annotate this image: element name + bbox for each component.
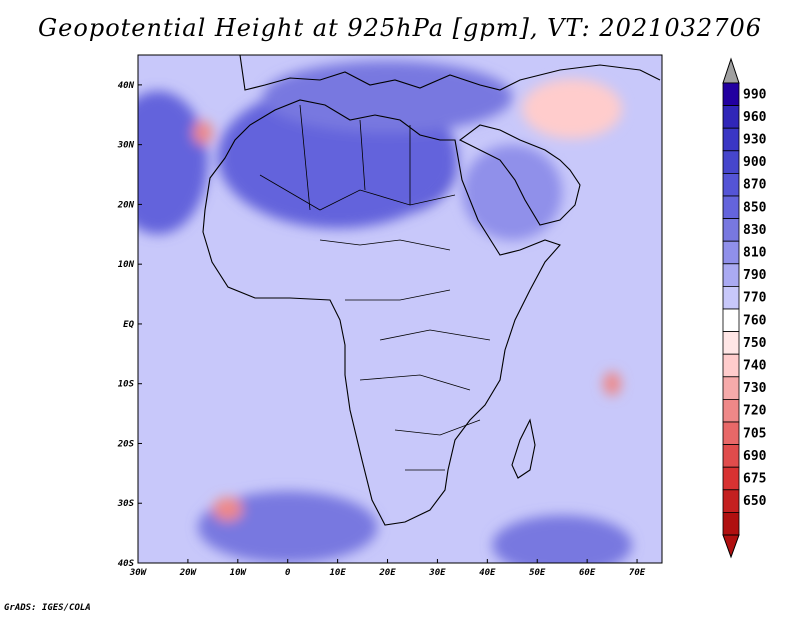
colorbar-label: 730: [743, 381, 767, 396]
coastlines: [202, 55, 661, 526]
map-area: [138, 55, 662, 563]
x-tick-label: 20W: [179, 568, 198, 578]
y-tick-label: EQ: [123, 320, 134, 330]
colorbar-swatch: [722, 398, 740, 423]
colorbar-swatch: [722, 331, 740, 355]
iran-low: [522, 78, 623, 139]
south-atlantic-low: [212, 497, 243, 522]
x-tick-label: 60E: [579, 568, 596, 578]
x-tick-label: 10E: [329, 568, 346, 578]
colorbar-swatch: [722, 263, 740, 287]
colorbar: 990 960 930 900 870 850 830 810 790 770 760 750 740 7…: [722, 57, 767, 559]
y-tick-label: 30S: [117, 499, 135, 509]
colorbar-swatch: [722, 353, 740, 378]
colorbar-label: 770: [743, 291, 767, 306]
arabia-coastline: [458, 124, 581, 226]
grads-credit: GrADS: IGES/COLA: [4, 603, 91, 613]
x-tick-label: 30E: [428, 568, 446, 578]
colorbar-swatch: [722, 512, 740, 536]
colorbar-swatch: [722, 218, 740, 242]
colorbar-swatch: [722, 285, 740, 310]
indian-ocean-low: [603, 371, 622, 396]
colorbar-label: 790: [743, 268, 767, 283]
colorbar-swatch: [722, 172, 740, 197]
x-tick-label: 0: [285, 568, 291, 578]
africa-coastline: [202, 99, 561, 526]
colorbar-label: 740: [743, 359, 767, 374]
x-tick-label: 10W: [230, 568, 248, 578]
colorbar-label: 850: [743, 200, 767, 215]
colorbar-swatch: [722, 105, 740, 129]
colorbar-swatch: [722, 82, 740, 107]
colorbar-swatch: [722, 421, 740, 446]
colorbar-swatch: [722, 376, 740, 400]
colorbar-label: 930: [743, 133, 767, 148]
y-tick-label: 20S: [117, 439, 135, 449]
canary-low: [192, 120, 213, 145]
x-tick-label: 50E: [529, 568, 546, 578]
europe-coastline: [239, 55, 661, 91]
x-tick-label: 70E: [629, 568, 646, 578]
atlantic-west: [138, 90, 208, 235]
colorbar-swatch: [722, 150, 740, 174]
mediterranean: [262, 60, 513, 133]
colorbar-label: 650: [743, 494, 767, 509]
x-tick-label: 30W: [129, 568, 148, 578]
y-tick-label: 20N: [117, 200, 135, 210]
south-indian-high: [492, 515, 633, 563]
madagascar-coastline: [511, 418, 536, 479]
colorbar-label: 675: [743, 472, 766, 487]
colorbar-label: 870: [743, 178, 767, 193]
y-tick-label: 40N: [118, 81, 135, 91]
colorbar-label: 900: [743, 155, 767, 170]
colorbar-swatch: [722, 195, 740, 220]
colorbar-label: 760: [743, 313, 767, 328]
colorbar-swatch: [722, 466, 740, 491]
colorbar-label: 705: [743, 426, 766, 441]
x-axis: 30W 20W 10W 0 10E 20E 30E 40E 50E 60E 70E: [129, 559, 646, 578]
colorbar-label: 750: [743, 336, 767, 351]
colorbar-swatch: [722, 240, 740, 265]
colorbar-swatch: [722, 444, 740, 468]
colorbar-label: 990: [743, 87, 767, 102]
y-tick-label: 40S: [118, 559, 135, 569]
map-frame: [137, 54, 663, 564]
colorbar-swatch: [722, 489, 740, 513]
colorbar-swatch: [722, 127, 740, 152]
y-axis: 40N 30N 20N 10N EQ 10S 20S 30S 40S: [117, 81, 142, 569]
arabia: [462, 144, 563, 241]
y-tick-label: 30N: [117, 141, 135, 151]
borders: [259, 104, 491, 471]
y-tick-label: 10S: [118, 380, 135, 390]
colorbar-label: 960: [743, 110, 767, 125]
x-tick-label: 20E: [378, 568, 396, 578]
colorbar-label: 810: [743, 246, 767, 261]
colorbar-label: 720: [743, 404, 767, 419]
colorbar-label: 690: [743, 449, 767, 464]
colorbar-top-arrow: [722, 57, 740, 84]
x-tick-label: 40E: [479, 568, 496, 578]
y-tick-label: 10N: [118, 260, 135, 270]
colorbar-label: 830: [743, 223, 767, 238]
colorbar-bottom-arrow: [722, 534, 740, 559]
colorbar-swatch: [722, 308, 740, 333]
chart-title: Geopotential Height at 925hPa [gpm], VT:…: [38, 14, 762, 42]
height-field: [138, 60, 633, 563]
